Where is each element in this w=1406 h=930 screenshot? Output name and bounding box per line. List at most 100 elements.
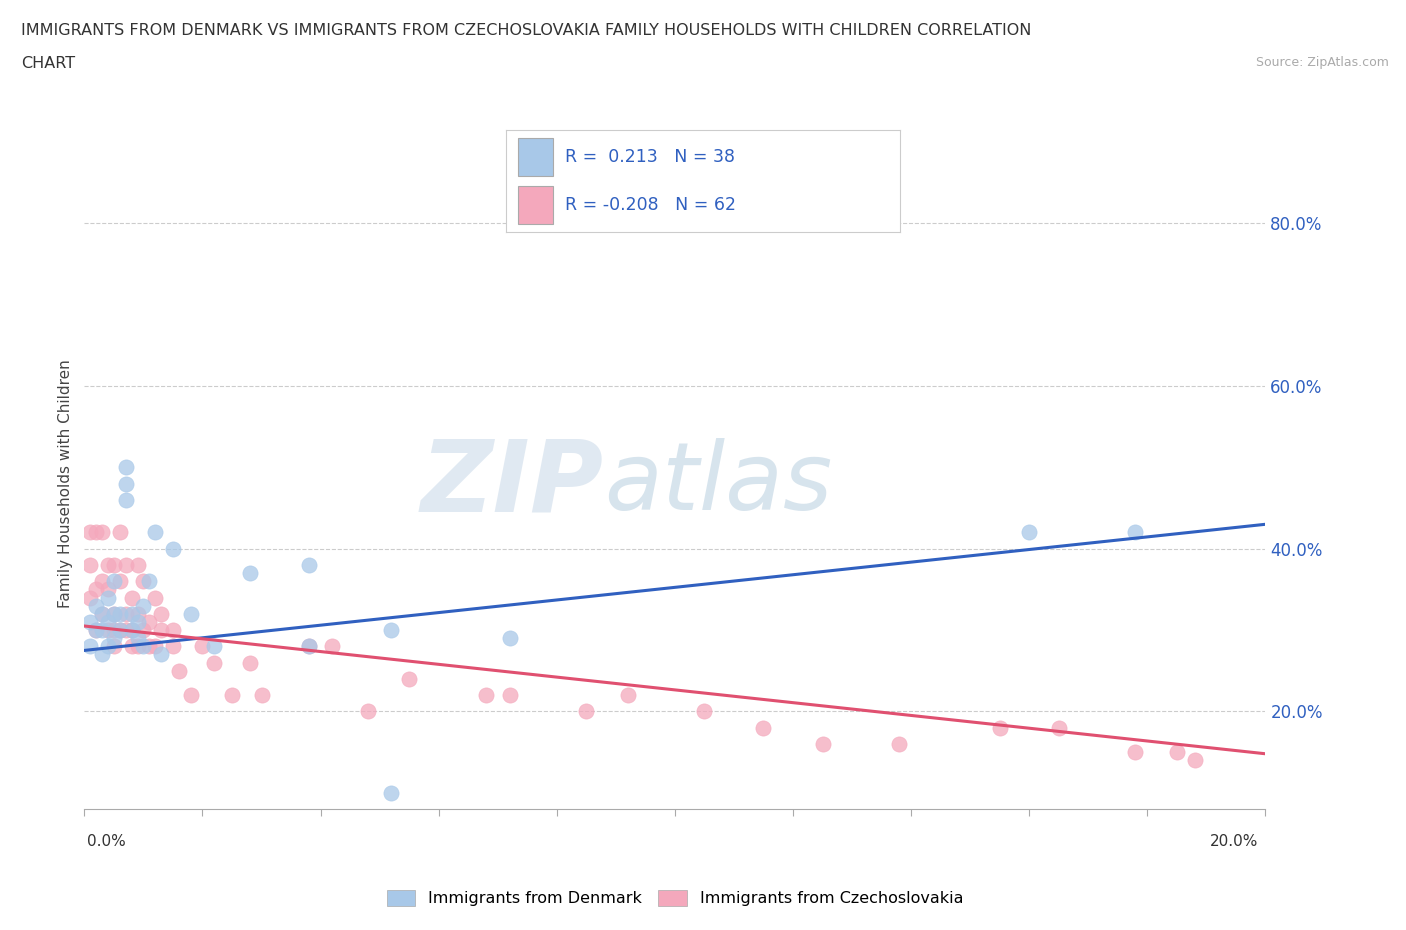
- Point: [97, 623, 120, 638]
- Point: [79, 558, 101, 573]
- Point: [150, 623, 173, 638]
- Point: [91, 623, 114, 638]
- Point: [121, 639, 143, 654]
- Y-axis label: Family Households with Children: Family Households with Children: [58, 359, 73, 608]
- Point: [84, 598, 107, 613]
- Point: [114, 493, 136, 508]
- Point: [380, 785, 402, 800]
- Point: [1125, 525, 1147, 539]
- Text: R = -0.208   N = 62: R = -0.208 N = 62: [565, 196, 737, 215]
- Point: [103, 606, 125, 621]
- Point: [91, 606, 114, 621]
- Point: [84, 582, 107, 597]
- Point: [103, 558, 125, 573]
- Point: [298, 639, 321, 654]
- Point: [121, 606, 143, 621]
- Point: [127, 606, 149, 621]
- Point: [167, 663, 190, 678]
- Point: [239, 565, 262, 580]
- Point: [108, 574, 131, 589]
- Point: [475, 688, 498, 703]
- Point: [127, 639, 149, 654]
- Text: R =  0.213   N = 38: R = 0.213 N = 38: [565, 148, 735, 166]
- Point: [239, 655, 262, 670]
- Point: [97, 590, 120, 604]
- Point: [357, 704, 380, 719]
- Point: [79, 615, 101, 630]
- Text: IMMIGRANTS FROM DENMARK VS IMMIGRANTS FROM CZECHOSLOVAKIA FAMILY HOUSEHOLDS WITH: IMMIGRANTS FROM DENMARK VS IMMIGRANTS FR…: [21, 23, 1032, 38]
- Point: [1018, 525, 1040, 539]
- Bar: [517, 139, 554, 177]
- Point: [298, 639, 321, 654]
- Text: 20.0%: 20.0%: [1211, 834, 1258, 849]
- Point: [321, 639, 343, 654]
- Point: [132, 623, 155, 638]
- Text: Source: ZipAtlas.com: Source: ZipAtlas.com: [1256, 56, 1389, 69]
- Point: [108, 623, 131, 638]
- Point: [103, 606, 125, 621]
- Point: [114, 623, 136, 638]
- Point: [108, 525, 131, 539]
- Point: [162, 623, 184, 638]
- Point: [138, 615, 160, 630]
- Point: [127, 631, 149, 645]
- Point: [121, 623, 143, 638]
- Point: [150, 647, 173, 662]
- Point: [127, 558, 149, 573]
- Point: [91, 606, 114, 621]
- Point: [97, 582, 120, 597]
- Point: [1184, 753, 1206, 768]
- Point: [988, 720, 1011, 735]
- Point: [127, 615, 149, 630]
- Point: [380, 623, 402, 638]
- Text: ZIP: ZIP: [420, 435, 605, 532]
- Point: [91, 574, 114, 589]
- Text: CHART: CHART: [21, 56, 75, 71]
- Point: [97, 558, 120, 573]
- Point: [114, 558, 136, 573]
- Point: [752, 720, 775, 735]
- Point: [298, 558, 321, 573]
- Point: [91, 647, 114, 662]
- Point: [616, 688, 638, 703]
- Point: [221, 688, 243, 703]
- Point: [103, 639, 125, 654]
- Point: [121, 623, 143, 638]
- Point: [1166, 745, 1188, 760]
- Point: [114, 460, 136, 474]
- Point: [143, 639, 166, 654]
- Point: [1125, 745, 1147, 760]
- Text: atlas: atlas: [605, 438, 832, 529]
- Point: [202, 655, 225, 670]
- Point: [498, 631, 520, 645]
- Point: [202, 639, 225, 654]
- Bar: [517, 187, 554, 224]
- Point: [132, 598, 155, 613]
- Point: [575, 704, 598, 719]
- Point: [150, 606, 173, 621]
- Point: [1047, 720, 1070, 735]
- Point: [162, 639, 184, 654]
- Point: [143, 525, 166, 539]
- Point: [693, 704, 716, 719]
- Point: [180, 688, 202, 703]
- Point: [498, 688, 520, 703]
- Point: [398, 671, 420, 686]
- Point: [138, 574, 160, 589]
- Point: [180, 606, 202, 621]
- Point: [84, 623, 107, 638]
- Point: [132, 574, 155, 589]
- Point: [191, 639, 214, 654]
- Point: [108, 623, 131, 638]
- Point: [84, 623, 107, 638]
- Point: [108, 606, 131, 621]
- Point: [889, 737, 911, 751]
- Point: [103, 623, 125, 638]
- Point: [114, 606, 136, 621]
- Text: 0.0%: 0.0%: [87, 834, 127, 849]
- Point: [79, 525, 101, 539]
- Point: [114, 476, 136, 491]
- Point: [84, 525, 107, 539]
- Point: [79, 590, 101, 604]
- Point: [162, 541, 184, 556]
